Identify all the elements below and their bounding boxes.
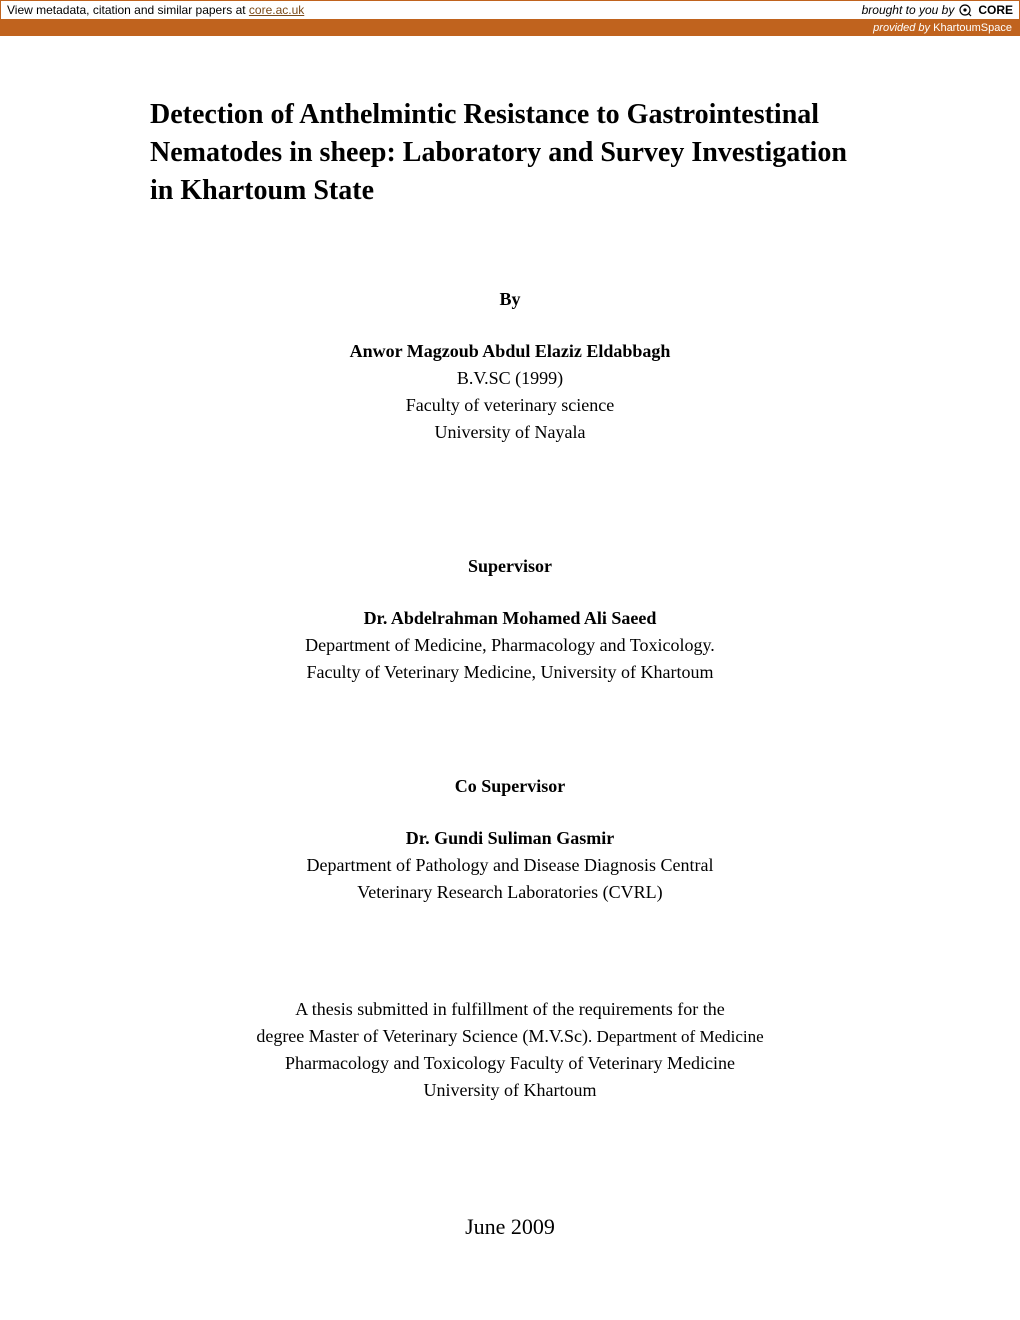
supervisor-block: Dr. Abdelrahman Mohamed Ali Saeed Depart… xyxy=(150,605,870,686)
provided-source: KhartoumSpace xyxy=(933,22,1012,34)
author-block: Anwor Magzoub Abdul Elaziz Eldabbagh B.V… xyxy=(150,338,870,446)
thesis-line1: A thesis submitted in fulfillment of the… xyxy=(150,996,870,1023)
date: June 2009 xyxy=(150,1214,870,1240)
cosupervisor-block: Dr. Gundi Suliman Gasmir Department of P… xyxy=(150,825,870,906)
author-university: University of Nayala xyxy=(150,419,870,446)
supervisor-name: Dr. Abdelrahman Mohamed Ali Saeed xyxy=(150,605,870,632)
cosupervisor-name: Dr. Gundi Suliman Gasmir xyxy=(150,825,870,852)
core-banner: View metadata, citation and similar pape… xyxy=(0,0,1020,20)
core-brand-text: CORE xyxy=(978,3,1013,17)
provided-prefix: provided by xyxy=(873,22,933,34)
banner-right-prefix: brought to you by xyxy=(862,3,955,17)
by-label: By xyxy=(150,289,870,310)
cosupervisor-label: Co Supervisor xyxy=(150,776,870,797)
thesis-statement: A thesis submitted in fulfillment of the… xyxy=(150,996,870,1104)
paper-title: Detection of Anthelmintic Resistance to … xyxy=(150,96,870,209)
author-degree: B.V.SC (1999) xyxy=(150,365,870,392)
banner-left-prefix: View metadata, citation and similar pape… xyxy=(7,3,249,17)
thesis-line2: degree Master of Veterinary Science (M.V… xyxy=(150,1023,870,1050)
supervisor-affil1: Department of Medicine, Pharmacology and… xyxy=(150,632,870,659)
cosupervisor-affil2: Veterinary Research Laboratories (CVRL) xyxy=(150,879,870,906)
thesis-line3: Pharmacology and Toxicology Faculty of V… xyxy=(150,1050,870,1077)
thesis-line4: University of Khartoum xyxy=(150,1077,870,1104)
thesis-line2b: . Department of Medicine xyxy=(588,1027,764,1046)
page-body: Detection of Anthelmintic Resistance to … xyxy=(0,36,1020,1280)
banner-right: brought to you by CORE xyxy=(862,3,1013,17)
supervisor-affil2: Faculty of Veterinary Medicine, Universi… xyxy=(150,659,870,686)
author-faculty: Faculty of veterinary science xyxy=(150,392,870,419)
cosupervisor-affil1: Department of Pathology and Disease Diag… xyxy=(150,852,870,879)
banner-left: View metadata, citation and similar pape… xyxy=(7,3,304,17)
author-name: Anwor Magzoub Abdul Elaziz Eldabbagh xyxy=(150,338,870,365)
supervisor-label: Supervisor xyxy=(150,556,870,577)
core-logo-icon xyxy=(958,3,972,17)
provided-bar: provided by KhartoumSpace xyxy=(0,20,1020,36)
core-link[interactable]: core.ac.uk xyxy=(249,3,304,17)
thesis-line2a: degree Master of Veterinary Science (M.V… xyxy=(256,1026,588,1046)
